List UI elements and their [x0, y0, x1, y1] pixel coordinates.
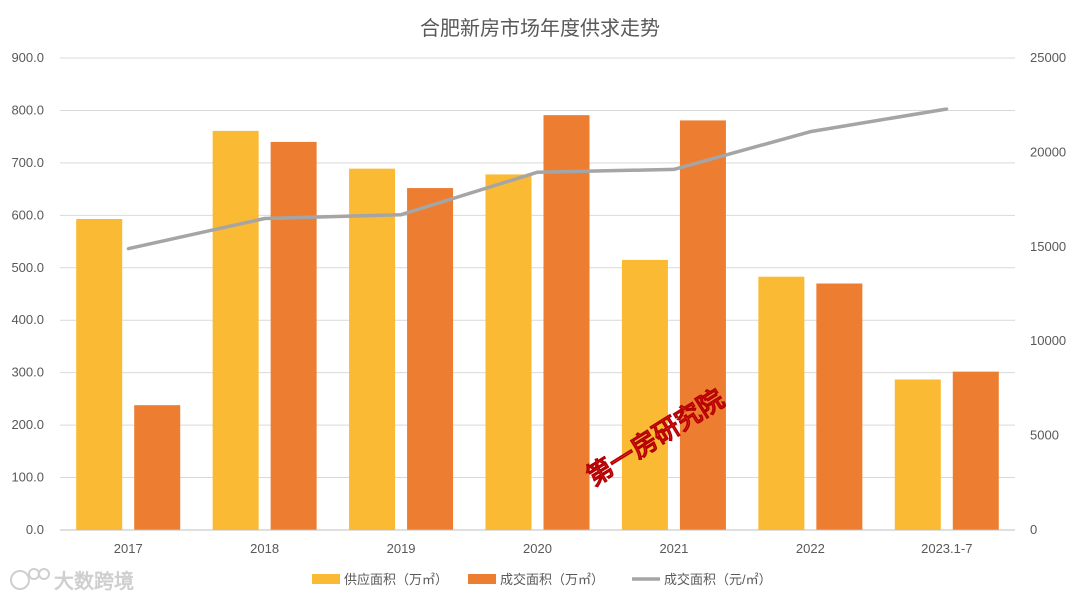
logo: 大数跨境 [10, 568, 134, 593]
bar-sales-3 [543, 115, 590, 531]
axes: 0.0 100.0 200.0 300.0 400.0 500.0 600.0 700.0 80… [11, 50, 1066, 556]
y-right-tick-label: 25000 [1030, 50, 1066, 65]
line-series [126, 107, 949, 251]
price-point-1 [263, 216, 267, 220]
bar-supply-0 [76, 219, 123, 530]
y-right-tick-label: 5000 [1030, 428, 1059, 443]
y-right-tick-label: 15000 [1030, 239, 1066, 254]
bar-supply-1 [212, 130, 259, 531]
y-left-tick-label: 300.0 [11, 365, 44, 380]
legend-label-1: 成交面积（万㎡） [500, 572, 604, 587]
price-point-4 [672, 167, 676, 171]
logo-icon [10, 568, 50, 590]
bar-sales-4 [679, 120, 726, 531]
price-point-2 [399, 213, 403, 217]
x-tick-label: 2022 [796, 541, 825, 556]
bar-sales-5 [816, 283, 863, 530]
bar-sales-2 [407, 188, 454, 530]
bar-supply-6 [894, 379, 941, 530]
y-left-tick-label: 600.0 [11, 207, 44, 222]
bar-supply-5 [758, 276, 805, 530]
price-point-0 [126, 247, 130, 251]
y-right-tick-label: 20000 [1030, 144, 1066, 159]
y-left-tick-label: 400.0 [11, 312, 44, 327]
legend-swatch-0 [312, 574, 340, 584]
x-tick-label: 2021 [659, 541, 688, 556]
bar-sales-6 [952, 371, 999, 530]
x-tick-label: 2020 [523, 541, 552, 556]
bar-sales-1 [270, 141, 317, 530]
y-left-tick-label: 200.0 [11, 417, 44, 432]
price-point-3 [536, 170, 539, 174]
bar-sales-0 [134, 405, 181, 530]
y-right-tick-label: 0 [1030, 522, 1037, 537]
price-point-6 [945, 107, 949, 111]
bar-supply-2 [349, 168, 396, 530]
x-tick-label: 2017 [114, 541, 143, 556]
y-left-tick-label: 0.0 [26, 522, 44, 537]
y-left-tick-label: 900.0 [11, 50, 44, 65]
y-left-tick-label: 700.0 [11, 155, 44, 170]
legend: 供应面积（万㎡） 成交面积（万㎡） 成交面积（元/㎡） [312, 572, 772, 587]
x-tick-label: 2018 [250, 541, 279, 556]
y-right-tick-label: 10000 [1030, 333, 1066, 348]
y-left-tick-label: 500.0 [11, 260, 44, 275]
x-tick-label: 2019 [387, 541, 416, 556]
y-left-tick-label: 100.0 [11, 470, 44, 485]
legend-label-2: 成交面积（元/㎡） [664, 572, 772, 587]
bar-supply-4 [621, 259, 668, 530]
y-left-tick-label: 800.0 [11, 102, 44, 117]
gridlines [60, 57, 1015, 531]
legend-label-0: 供应面积（万㎡） [344, 572, 448, 587]
x-tick-label: 2023.1-7 [921, 541, 972, 556]
price-point-5 [808, 130, 812, 134]
chart-title: 合肥新房市场年度供求走势 [420, 17, 660, 40]
bars [76, 115, 999, 531]
logo-text: 大数跨境 [54, 569, 134, 593]
bar-supply-3 [485, 174, 532, 530]
legend-swatch-1 [468, 574, 496, 584]
